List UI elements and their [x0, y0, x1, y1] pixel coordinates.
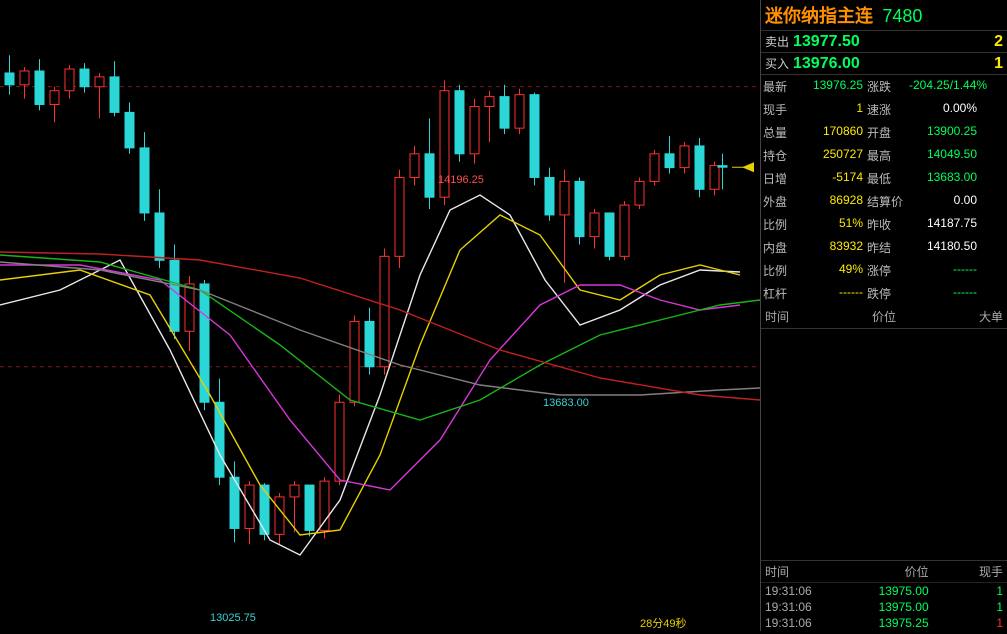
field-label: 跌停 [865, 282, 907, 305]
field-label: 比例 [761, 259, 803, 282]
field-label: 最新 [761, 75, 803, 98]
chart-annotation: 13683.00 [543, 397, 589, 409]
field-label: 内盘 [761, 236, 803, 259]
field-label: 最高 [865, 144, 907, 167]
instrument-name: 迷你纳指主连 [765, 6, 873, 26]
field-label: 结算价 [865, 190, 907, 213]
field-label: 速涨 [865, 98, 907, 121]
field-label: 比例 [761, 213, 803, 236]
chart-annotation: 13025.75 [210, 612, 256, 624]
chart-annotation: 14196.25 [438, 174, 484, 186]
buy-label: 买入 [765, 55, 793, 72]
field-value: 86928 [803, 190, 865, 213]
trades-col-price: 价位 [854, 563, 928, 580]
instrument-code: 7480 [882, 6, 922, 26]
trades-panel: 时间 价位 现手 19:31:0613975.00119:31:0613975.… [761, 561, 1007, 631]
field-label: 昨结 [865, 236, 907, 259]
trade-row: 19:31:0613975.001 [761, 599, 1007, 615]
quote-panel: 迷你纳指主连 7480 卖出 13977.50 2 买入 13976.00 1 … [761, 0, 1007, 631]
field-value: 14187.75 [907, 213, 979, 236]
trade-row: 19:31:0613975.001 [761, 583, 1007, 599]
field-label: 日增 [761, 167, 803, 190]
field-value: 51% [803, 213, 865, 236]
field-value: ------ [803, 282, 865, 305]
field-label: 昨收 [865, 213, 907, 236]
field-value: 49% [803, 259, 865, 282]
field-value: 170860 [803, 121, 865, 144]
quote-fields: 最新13976.25涨跌-204.25/1.44% 现手1速涨0.00% 总量170… [761, 75, 1007, 305]
buy-row[interactable]: 买入 13976.00 1 [761, 53, 1007, 75]
field-value: 250727 [803, 144, 865, 167]
field-label: 最低 [865, 167, 907, 190]
trade-row: 19:31:0613975.251 [761, 615, 1007, 631]
field-value: 0.00 [907, 190, 979, 213]
orders-col-time: 时间 [765, 308, 844, 325]
trades-col-qty: 现手 [929, 563, 1003, 580]
field-label: 持仓 [761, 144, 803, 167]
chart-area[interactable]: 14196.25 13683.00 13025.75 28分49秒 [0, 0, 761, 631]
trades-header: 时间 价位 现手 [761, 561, 1007, 583]
sell-qty: 2 [973, 33, 1003, 51]
field-value: 13683.00 [907, 167, 979, 190]
field-label: 现手 [761, 98, 803, 121]
field-label: 外盘 [761, 190, 803, 213]
orders-col-big: 大单 [924, 308, 1003, 325]
field-label: 总量 [761, 121, 803, 144]
field-label: 涨跌 [865, 75, 907, 98]
field-value: 14180.50 [907, 236, 979, 259]
trades-col-time: 时间 [765, 563, 854, 580]
field-value: 0.00% [907, 98, 979, 121]
field-value: 13900.25 [907, 121, 979, 144]
orders-header: 时间 价位 大单 [761, 305, 1007, 328]
field-label: 杠杆 [761, 282, 803, 305]
field-label: 涨停 [865, 259, 907, 282]
field-value: ------ [907, 282, 979, 305]
orders-empty-area [761, 328, 1007, 561]
buy-price: 13976.00 [793, 55, 973, 73]
field-value: 13976.25 [803, 75, 865, 98]
field-value: 1 [803, 98, 865, 121]
field-label: 开盘 [865, 121, 907, 144]
buy-qty: 1 [973, 55, 1003, 73]
sell-label: 卖出 [765, 33, 793, 50]
sell-row[interactable]: 卖出 13977.50 2 [761, 31, 1007, 53]
field-value: -5174 [803, 167, 865, 190]
field-value: -204.25/1.44% [907, 75, 979, 98]
orders-col-price: 价位 [844, 308, 923, 325]
field-value: ------ [907, 259, 979, 282]
field-value: 14049.50 [907, 144, 979, 167]
chart-annotation: 28分49秒 [640, 615, 686, 631]
sell-price: 13977.50 [793, 33, 973, 51]
instrument-title: 迷你纳指主连 7480 [761, 0, 1007, 31]
field-value: 83932 [803, 236, 865, 259]
